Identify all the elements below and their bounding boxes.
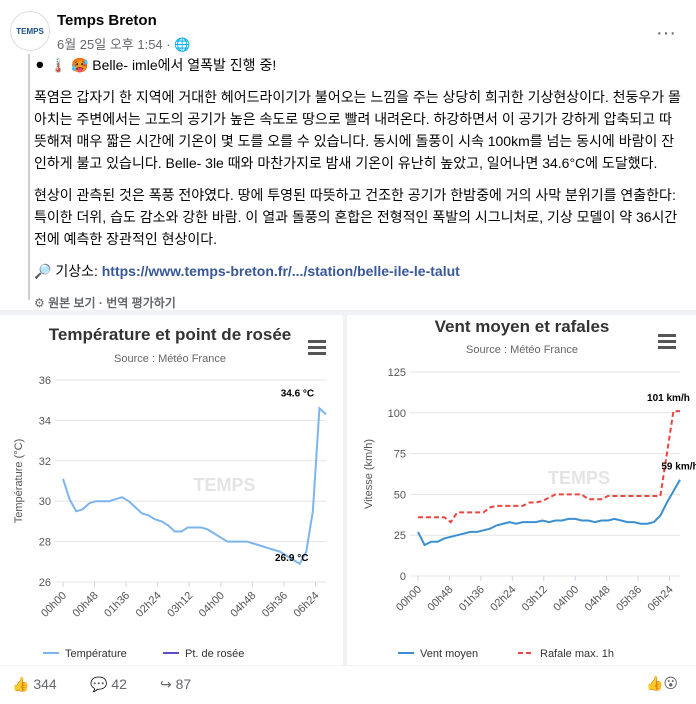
y-tick-label: 34 xyxy=(39,415,51,427)
chart-subtitle: Source : Météo France xyxy=(114,353,226,365)
chart-subtitle: Source : Météo France xyxy=(466,344,578,356)
legend-label: Vent moyen xyxy=(420,648,478,660)
comment-button[interactable]: 💬 42 xyxy=(90,676,127,692)
menu-icon[interactable] xyxy=(658,334,676,349)
y-tick-label: 0 xyxy=(400,571,406,583)
share-button[interactable]: ↪ 87 xyxy=(160,676,192,692)
paragraph: 폭염은 갑자기 한 지역에 거대한 헤어드라이기가 불어오는 느낌을 주는 상당… xyxy=(34,89,681,171)
reactions[interactable]: 👍😮 xyxy=(646,675,679,691)
y-tick-label: 26 xyxy=(39,577,51,589)
charts: Température et point de rosée Source : Mé… xyxy=(0,310,696,666)
meta: 6월 25일 오후 1:54 · 🌐 xyxy=(57,37,191,52)
author[interactable]: Temps Breton xyxy=(57,12,157,29)
y-tick-label: 50 xyxy=(394,489,406,501)
y-tick-label: 125 xyxy=(388,367,406,379)
y-tick-label: 75 xyxy=(394,449,406,461)
annotation: 101 km/h xyxy=(647,393,690,404)
series-line xyxy=(418,410,680,524)
like-button[interactable]: 👍 344 xyxy=(12,676,57,692)
chart-frame xyxy=(347,315,696,665)
y-tick-label: 30 xyxy=(39,496,51,508)
chart-title: Vent moyen et rafales xyxy=(435,317,610,336)
headline: ⚫ 🌡️ 🥵 Belle- imle에서 열폭발 진행 중! xyxy=(34,57,277,73)
y-axis-label: Température (°C) xyxy=(13,439,25,523)
watermark: TEMPS xyxy=(193,475,255,495)
share-count: 87 xyxy=(175,676,192,692)
more-button[interactable]: ··· xyxy=(656,22,676,44)
quote-bar xyxy=(28,54,30,300)
legend-label: Pt. de rosée xyxy=(185,648,244,660)
y-axis-label: Vitesse (km/h) xyxy=(363,439,375,509)
post-body: ⚫ 🌡️ 🥵 Belle- imle에서 열폭발 진행 중! 폭염은 갑자기 한… xyxy=(34,54,684,314)
chart-title: Température et point de rosée xyxy=(49,325,291,344)
chart-frame xyxy=(0,315,343,665)
series-line xyxy=(62,406,327,566)
y-tick-label: 25 xyxy=(394,530,406,542)
meta-text: 6월 25일 오후 1:54 · xyxy=(57,37,175,52)
y-tick-label: 100 xyxy=(388,408,406,420)
footer: 👍 344 💬 42 ↪ 87 👍😮 xyxy=(0,666,696,704)
y-tick-label: 32 xyxy=(39,456,51,468)
like-count: 344 xyxy=(33,676,57,692)
annotation: 59 km/h xyxy=(661,462,696,473)
translation-bar: ⚙ 원본 보기 · 번역 평가하기 xyxy=(34,296,176,310)
comment-count: 42 xyxy=(111,676,127,692)
annotation: 26.9 °C xyxy=(275,553,308,564)
source: 🔎 기상소: https://www.temps-breton.fr/.../s… xyxy=(34,260,684,282)
source-link[interactable]: https://www.temps-breton.fr/.../station/… xyxy=(101,263,460,279)
menu-icon[interactable] xyxy=(308,340,326,355)
avatar[interactable]: TEMPS xyxy=(10,11,50,51)
annotation: 34.6 °C xyxy=(281,388,314,399)
rate-translation[interactable]: 번역 평가하기 xyxy=(106,296,176,310)
legend-label: Température xyxy=(65,648,127,660)
see-original[interactable]: 원본 보기 xyxy=(48,296,96,310)
y-tick-label: 36 xyxy=(39,375,51,387)
source-label: 🔎 기상소: xyxy=(34,263,102,279)
legend-label: Rafale max. 1h xyxy=(540,648,614,660)
series-line xyxy=(417,479,681,547)
y-tick-label: 28 xyxy=(39,537,51,549)
paragraph: 현상이 관측된 것은 폭풍 전야였다. 땅에 투영된 따뜻하고 건조한 공기가 … xyxy=(34,187,678,247)
watermark: TEMPS xyxy=(548,468,610,488)
